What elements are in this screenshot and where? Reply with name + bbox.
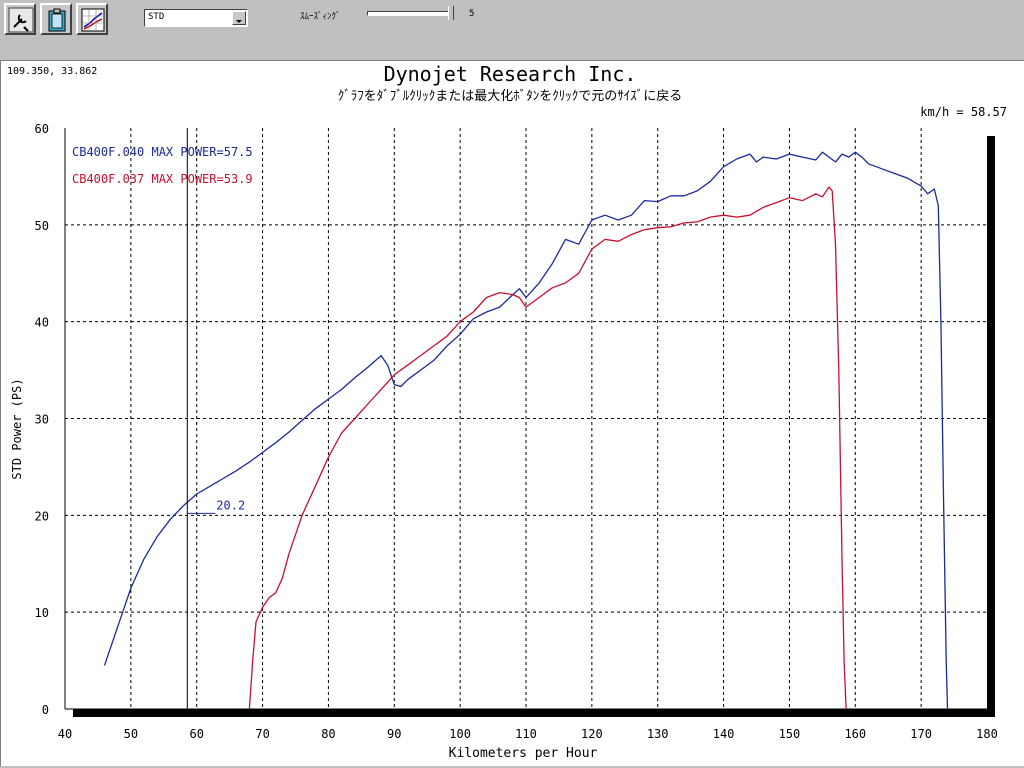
graph-options-icon: [81, 8, 105, 32]
graph-options-button[interactable]: [76, 3, 108, 35]
x-tick-label: 140: [713, 727, 735, 741]
y-tick-label: 50: [35, 219, 49, 233]
legend-entry-0: CB400F.040 MAX POWER=57.5: [72, 145, 253, 159]
x-tick-label: 50: [124, 727, 138, 741]
wrench-tools-icon: [8, 7, 34, 33]
y-tick-label: 30: [35, 413, 49, 427]
x-tick-label: 180: [976, 727, 998, 741]
x-tick-label: 120: [581, 727, 603, 741]
x-tick-label: 150: [779, 727, 801, 741]
run-tools-button[interactable]: [4, 3, 36, 35]
preset-select[interactable]: STD: [144, 9, 248, 27]
y-tick-label: 0: [42, 703, 49, 717]
x-tick-label: 80: [321, 727, 335, 741]
x-tick-label: 110: [515, 727, 537, 741]
y-tick-label: 10: [35, 606, 49, 620]
cursor-value-label: 20.2: [216, 498, 245, 512]
x-tick-label: 40: [58, 727, 72, 741]
y-tick-label: 20: [35, 509, 49, 523]
x-tick-label: 160: [844, 727, 866, 741]
y-tick-label: 40: [35, 316, 49, 330]
x-tick-label: 170: [910, 727, 932, 741]
smoothing-slider-thumb[interactable]: [448, 6, 454, 20]
chart-title: Dynojet Research Inc.: [384, 62, 637, 86]
smoothing-label: ｽﾑｰｽﾞｨﾝｸﾞ: [300, 12, 341, 22]
x-tick-label: 100: [449, 727, 471, 741]
chart-area[interactable]: 109.350, 33.862 Dynojet Research Inc. ｸﾞ…: [0, 60, 1024, 766]
series-line-0: [103, 151, 949, 710]
x-axis-label: Kilometers per Hour: [449, 746, 598, 761]
plot-layer: 40 50 60 70 80 90 100 110 120 130 140 150 160 170 180 0…: [35, 122, 998, 741]
clipboard-button[interactable]: [40, 3, 72, 35]
x-tick-label: 70: [255, 727, 269, 741]
chevron-down-icon[interactable]: [232, 11, 246, 25]
smoothing-value: 5: [469, 9, 475, 19]
x-tick-label: 90: [387, 727, 401, 741]
y-tick-label: 60: [35, 122, 49, 136]
x-tick-label: 60: [189, 727, 203, 741]
x-tick-label: 130: [647, 727, 669, 741]
series-line-1: [248, 186, 847, 710]
clipboard-icon: [48, 8, 66, 32]
smoothing-slider-track[interactable]: [367, 11, 451, 16]
preset-select-value: STD: [148, 12, 165, 22]
chart-subtitle: ｸﾞﾗﾌをﾀﾞﾌﾞﾙｸﾘｯｸまたは最大化ﾎﾞﾀﾝをｸﾘｯｸで元のｻｲｽﾞに戻る: [338, 89, 683, 104]
legend-entry-1: CB400F.037 MAX POWER=53.9: [72, 172, 253, 186]
y-axis-label: STD Power (PS): [10, 378, 24, 479]
dyno-chart[interactable]: 109.350, 33.862 Dynojet Research Inc. ｸﾞ…: [1, 61, 1023, 765]
cursor-readout: 109.350, 33.862: [7, 66, 97, 77]
cursor-speed-readout: km/h = 58.57: [920, 105, 1007, 119]
toolbar: STD ｽﾑｰｽﾞｨﾝｸﾞ 5: [0, 0, 1024, 60]
